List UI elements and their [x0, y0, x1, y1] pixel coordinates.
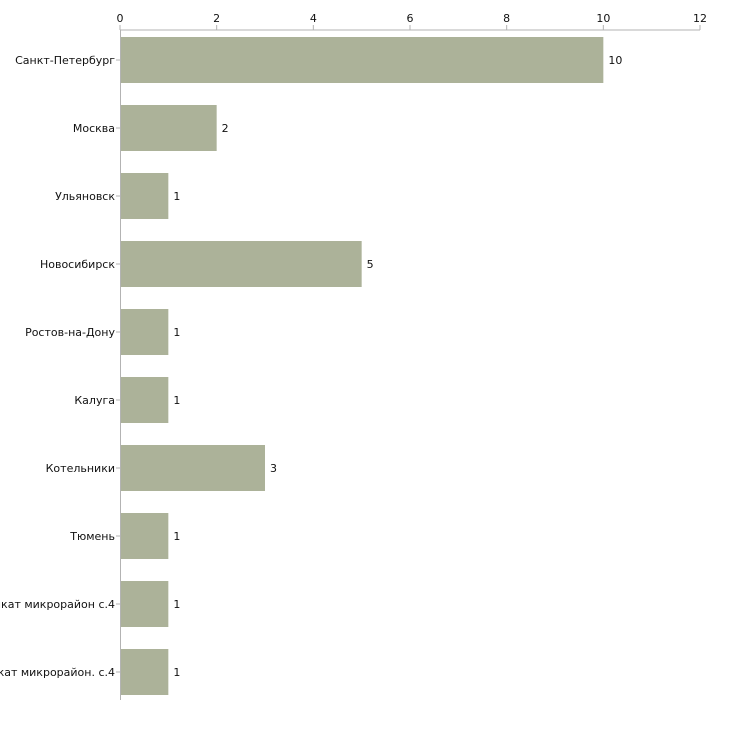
- bar: [121, 241, 362, 287]
- category-label: Котельники: [46, 462, 115, 475]
- bar: [121, 105, 217, 151]
- bar: [121, 581, 169, 627]
- category-label: Калуга: [74, 394, 115, 407]
- category-label: Белая Дача Технопарк Индустриальный Парк…: [0, 598, 115, 611]
- category-label: Ульяновск: [55, 190, 115, 203]
- category-label: Ростов-на-Дону: [25, 326, 115, 339]
- value-label: 1: [173, 530, 180, 543]
- bar: [121, 445, 265, 491]
- category-label: Новосибирск: [40, 258, 115, 271]
- axes-group: [116, 25, 701, 700]
- x-tick-label: 0: [117, 12, 124, 25]
- value-label: 10: [608, 54, 622, 67]
- bar: [121, 309, 169, 355]
- value-label: 1: [173, 598, 180, 611]
- value-label: 3: [270, 462, 277, 475]
- value-label: 1: [173, 666, 180, 679]
- bars-group: [121, 37, 604, 695]
- bar: [121, 37, 604, 83]
- x-tick-label: 12: [693, 12, 707, 25]
- labels-group: 0 2 4 6 8 10 12 Санкт-Петербург 10 Москва 2 Ульянов…: [0, 12, 707, 679]
- category-label: Белая Дача Технопарк Индустриальный Парк…: [0, 666, 115, 679]
- category-label: Москва: [73, 122, 115, 135]
- value-label: 1: [173, 394, 180, 407]
- bar: [121, 513, 169, 559]
- bar: [121, 377, 169, 423]
- x-tick-label: 6: [407, 12, 414, 25]
- value-label: 1: [173, 190, 180, 203]
- x-tick-label: 10: [596, 12, 610, 25]
- bar: [121, 649, 169, 695]
- category-label: Санкт-Петербург: [15, 54, 115, 67]
- bar: [121, 173, 169, 219]
- x-tick-label: 8: [503, 12, 510, 25]
- value-label: 5: [367, 258, 374, 271]
- category-label: Тюмень: [69, 530, 115, 543]
- x-tick-label: 2: [213, 12, 220, 25]
- value-label: 1: [173, 326, 180, 339]
- value-label: 2: [222, 122, 229, 135]
- x-tick-label: 4: [310, 12, 317, 25]
